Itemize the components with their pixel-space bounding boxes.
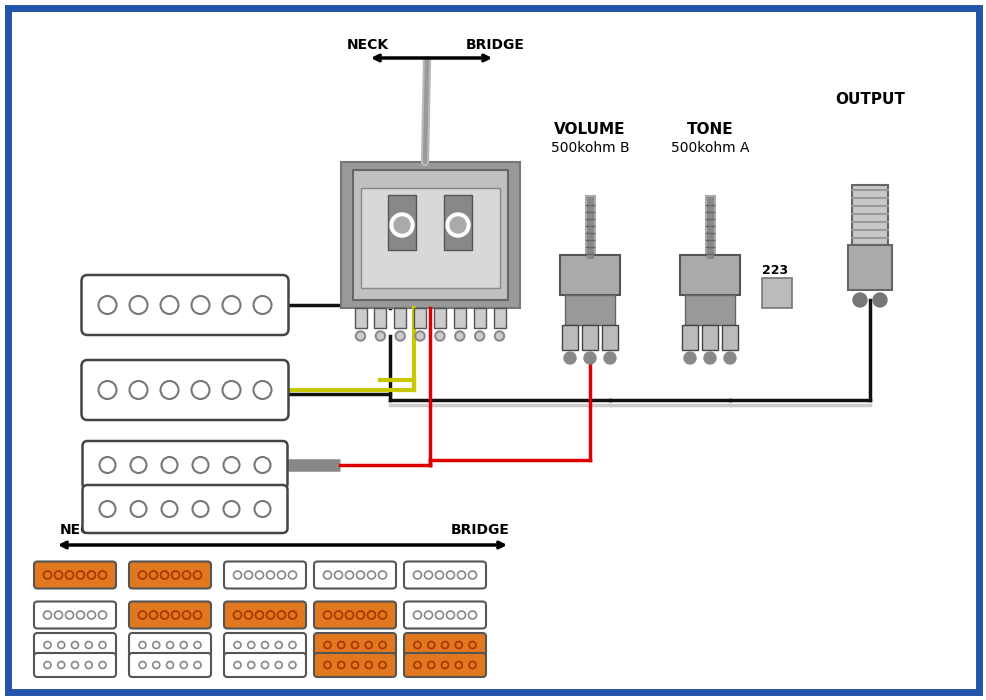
Circle shape [494,331,504,341]
FancyBboxPatch shape [129,561,211,589]
Bar [340,162,519,308]
Circle shape [375,331,385,341]
Circle shape [437,333,443,339]
FancyBboxPatch shape [129,653,211,677]
Circle shape [474,331,484,341]
FancyBboxPatch shape [129,601,211,629]
FancyBboxPatch shape [8,8,978,692]
Circle shape [435,331,445,341]
Circle shape [496,333,502,339]
FancyBboxPatch shape [314,601,395,629]
Bar [354,308,366,328]
Text: NECK: NECK [60,523,102,537]
Text: TONE: TONE [686,122,733,137]
Bar [393,308,406,328]
Text: BRIDGE: BRIDGE [465,38,524,52]
Circle shape [417,333,423,339]
Bar [681,325,697,350]
Bar [559,255,619,295]
Circle shape [457,333,462,339]
Text: NECK: NECK [347,38,388,52]
Bar [414,308,426,328]
Circle shape [415,331,425,341]
Bar [473,308,485,328]
Bar [851,185,887,245]
Text: BRIDGE: BRIDGE [451,523,510,537]
FancyBboxPatch shape [224,653,306,677]
FancyBboxPatch shape [82,275,288,335]
FancyBboxPatch shape [83,441,287,489]
FancyBboxPatch shape [403,601,485,629]
FancyBboxPatch shape [224,561,306,589]
Bar [761,278,791,308]
Circle shape [355,331,365,341]
FancyBboxPatch shape [314,561,395,589]
FancyBboxPatch shape [403,633,485,657]
Circle shape [450,217,465,233]
Bar [722,325,738,350]
Circle shape [357,333,363,339]
FancyBboxPatch shape [34,601,116,629]
Circle shape [446,213,469,237]
Circle shape [852,293,866,307]
Bar [454,308,465,328]
FancyBboxPatch shape [314,653,395,677]
Bar [444,195,471,250]
FancyBboxPatch shape [224,601,306,629]
Bar [493,308,505,328]
FancyBboxPatch shape [34,561,116,589]
Text: OUTPUT: OUTPUT [834,92,904,108]
FancyBboxPatch shape [34,633,116,657]
Circle shape [872,293,886,307]
Text: 223: 223 [761,263,788,276]
Bar [387,195,415,250]
Circle shape [476,333,482,339]
Bar [352,170,507,300]
FancyBboxPatch shape [83,485,287,533]
FancyBboxPatch shape [129,633,211,657]
Bar [374,308,386,328]
FancyBboxPatch shape [403,561,485,589]
Circle shape [703,352,715,364]
Circle shape [563,352,576,364]
Circle shape [389,213,413,237]
FancyBboxPatch shape [82,360,288,420]
Bar [847,245,891,290]
FancyBboxPatch shape [314,633,395,657]
Bar [701,325,717,350]
Bar [564,295,614,325]
Text: VOLUME: VOLUME [554,122,625,137]
FancyBboxPatch shape [403,653,485,677]
Circle shape [394,331,405,341]
Bar [679,255,740,295]
Bar [582,325,598,350]
Circle shape [393,217,409,233]
FancyBboxPatch shape [224,633,306,657]
Circle shape [603,352,615,364]
FancyBboxPatch shape [34,653,116,677]
Text: 500kohm B: 500kohm B [550,141,629,155]
Text: 500kohm A: 500kohm A [670,141,748,155]
Circle shape [683,352,695,364]
Circle shape [377,333,383,339]
Bar [601,325,617,350]
Circle shape [396,333,403,339]
Bar [360,188,499,288]
Circle shape [724,352,736,364]
Bar [684,295,735,325]
Circle shape [455,331,464,341]
Bar [561,325,578,350]
Bar [434,308,446,328]
Circle shape [584,352,596,364]
